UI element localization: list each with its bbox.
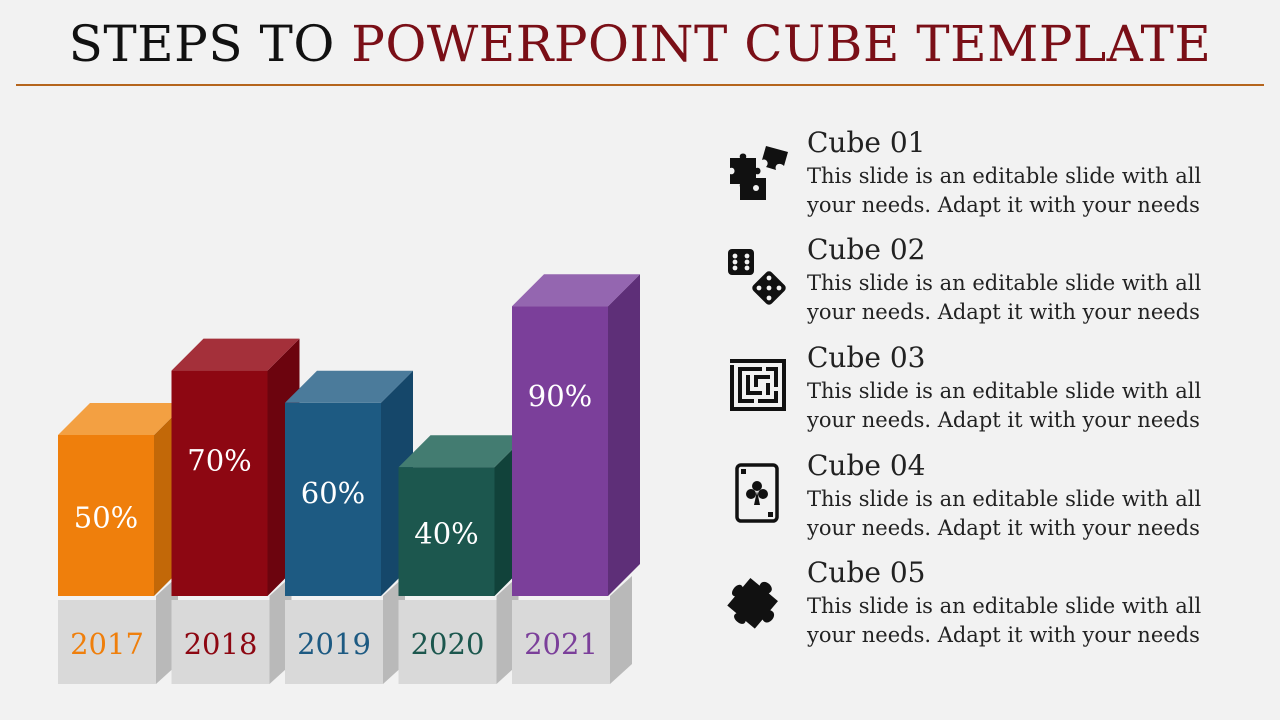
cube-04-line-1: This slide is an editable slide with all <box>807 487 1202 511</box>
pedestal-front <box>171 600 270 684</box>
bar <box>398 467 495 596</box>
maze-icon <box>730 359 786 411</box>
year-label: 2020 <box>411 627 485 661</box>
cube-01-heading: Cube 01 <box>807 126 926 159</box>
title-part-2: POWERPOINT CUBE TEMPLATE <box>351 15 1212 73</box>
year-label: 2017 <box>70 627 144 661</box>
pedestal-front <box>512 600 610 684</box>
dice-icon <box>728 249 786 305</box>
cube-05-line-2: your needs. Adapt it with your needs <box>807 623 1200 647</box>
cube-04-heading: Cube 04 <box>807 449 926 482</box>
value-label: 50% <box>74 501 138 535</box>
cube-05-description: This slide is an editable slide with all… <box>807 592 1207 650</box>
bar <box>58 435 154 596</box>
pedestal-front <box>58 600 156 684</box>
pedestal-side <box>610 576 632 684</box>
bar-top <box>285 370 413 403</box>
cube-02-heading: Cube 02 <box>807 233 926 266</box>
cube-02-line-2: your needs. Adapt it with your needs <box>807 300 1200 324</box>
year-label: 2018 <box>184 627 258 661</box>
cube-03-line-1: This slide is an editable slide with all <box>807 379 1202 403</box>
pedestal-front <box>285 600 383 684</box>
year-label: 2021 <box>524 627 598 661</box>
value-label: 40% <box>414 517 478 551</box>
cube-05-line-1: This slide is an editable slide with all <box>807 594 1202 618</box>
value-label: 90% <box>528 379 592 413</box>
cube-bar-chart: 2017 50% 2018 70% 2019 60% 2020 40% 2021 90% <box>58 274 640 684</box>
slide-title: STEPS TO POWERPOINT CUBE TEMPLATE <box>0 12 1280 76</box>
puzzle-piece-icon <box>727 577 778 629</box>
pedestal-front <box>398 600 497 684</box>
cube-03-line-2: your needs. Adapt it with your needs <box>807 408 1200 432</box>
bar-top <box>58 403 186 435</box>
playing-card-club-icon <box>735 463 779 523</box>
cube-04-description: This slide is an editable slide with all… <box>807 485 1207 543</box>
cube-02-line-1: This slide is an editable slide with all <box>807 271 1202 295</box>
value-label: 70% <box>187 444 251 478</box>
cube-04-line-2: your needs. Adapt it with your needs <box>807 516 1200 540</box>
cube-02-description: This slide is an editable slide with all… <box>807 269 1207 327</box>
cube-01-line-1: This slide is an editable slide with all <box>807 164 1202 188</box>
puzzle-pieces-icon <box>730 146 788 200</box>
cube-05-heading: Cube 05 <box>807 556 926 589</box>
year-label: 2019 <box>297 627 371 661</box>
bar-top <box>171 338 300 371</box>
cube-03-heading: Cube 03 <box>807 341 926 374</box>
value-label: 60% <box>301 476 365 510</box>
bar-top <box>512 274 640 307</box>
title-divider <box>16 84 1264 86</box>
title-part-1: STEPS TO <box>68 15 352 73</box>
bar <box>512 306 608 596</box>
bar <box>285 402 381 596</box>
cube-03-description: This slide is an editable slide with all… <box>807 377 1207 435</box>
bar-top <box>398 435 527 468</box>
cube-01-line-2: your needs. Adapt it with your needs <box>807 193 1200 217</box>
bar-side <box>608 274 640 596</box>
cube-01-description: This slide is an editable slide with all… <box>807 162 1207 220</box>
bar <box>171 370 268 596</box>
